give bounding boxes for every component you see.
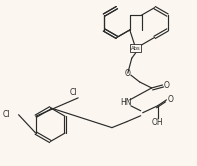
Text: O: O — [164, 82, 169, 90]
Text: Abs: Abs — [131, 46, 141, 51]
Text: O: O — [168, 95, 173, 104]
Text: OH: OH — [152, 118, 163, 127]
Text: HN: HN — [120, 98, 132, 107]
Text: O: O — [125, 69, 131, 78]
Text: Cl: Cl — [69, 88, 77, 97]
Text: Cl: Cl — [3, 110, 10, 119]
FancyBboxPatch shape — [130, 44, 141, 52]
